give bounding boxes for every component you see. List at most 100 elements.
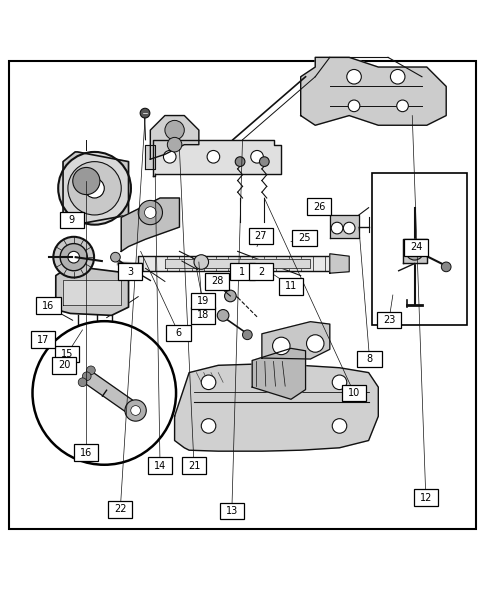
- Text: 21: 21: [187, 461, 200, 471]
- Circle shape: [110, 253, 120, 262]
- Circle shape: [332, 375, 346, 389]
- Polygon shape: [63, 280, 121, 304]
- FancyBboxPatch shape: [205, 273, 229, 290]
- Polygon shape: [121, 198, 179, 251]
- Polygon shape: [252, 348, 305, 399]
- Circle shape: [165, 120, 184, 140]
- Polygon shape: [300, 57, 445, 125]
- Circle shape: [131, 406, 140, 415]
- Circle shape: [348, 100, 359, 112]
- FancyBboxPatch shape: [230, 264, 254, 280]
- Circle shape: [60, 244, 87, 271]
- Text: 22: 22: [114, 504, 126, 514]
- FancyBboxPatch shape: [74, 444, 98, 461]
- Text: 18: 18: [196, 310, 209, 320]
- Circle shape: [331, 222, 342, 234]
- Text: 3: 3: [127, 267, 133, 277]
- Text: 14: 14: [153, 461, 166, 471]
- Text: 25: 25: [298, 233, 310, 242]
- Circle shape: [167, 137, 182, 152]
- Text: 16: 16: [80, 448, 92, 458]
- FancyBboxPatch shape: [190, 307, 214, 323]
- FancyBboxPatch shape: [219, 503, 243, 519]
- Circle shape: [32, 321, 176, 465]
- Circle shape: [140, 109, 150, 118]
- Circle shape: [194, 255, 208, 269]
- FancyBboxPatch shape: [30, 332, 55, 348]
- FancyBboxPatch shape: [248, 228, 272, 244]
- Circle shape: [224, 290, 236, 302]
- Circle shape: [207, 150, 219, 163]
- Text: 26: 26: [312, 202, 325, 212]
- FancyBboxPatch shape: [278, 278, 302, 294]
- FancyBboxPatch shape: [372, 173, 466, 325]
- Text: 27: 27: [254, 231, 267, 241]
- FancyBboxPatch shape: [166, 324, 190, 341]
- FancyBboxPatch shape: [190, 293, 214, 309]
- Circle shape: [272, 337, 289, 355]
- Polygon shape: [138, 256, 329, 271]
- Circle shape: [125, 400, 146, 421]
- Polygon shape: [145, 145, 155, 169]
- Circle shape: [346, 70, 361, 84]
- Circle shape: [242, 330, 252, 340]
- Text: 16: 16: [42, 301, 55, 311]
- Polygon shape: [165, 259, 310, 268]
- Text: 8: 8: [366, 354, 372, 364]
- Circle shape: [73, 326, 82, 336]
- Polygon shape: [56, 266, 128, 316]
- Polygon shape: [152, 140, 281, 176]
- FancyBboxPatch shape: [118, 264, 142, 280]
- Text: 13: 13: [225, 506, 238, 516]
- FancyBboxPatch shape: [403, 239, 427, 255]
- Circle shape: [144, 206, 156, 218]
- Text: 28: 28: [211, 277, 223, 286]
- FancyBboxPatch shape: [341, 385, 365, 401]
- Circle shape: [405, 242, 423, 260]
- Circle shape: [390, 70, 404, 84]
- Text: 23: 23: [382, 315, 394, 325]
- Circle shape: [86, 366, 95, 375]
- FancyBboxPatch shape: [292, 230, 316, 246]
- Circle shape: [58, 152, 131, 225]
- Circle shape: [78, 378, 87, 386]
- Polygon shape: [85, 372, 136, 414]
- Circle shape: [92, 326, 102, 336]
- FancyBboxPatch shape: [52, 357, 76, 373]
- FancyBboxPatch shape: [55, 346, 79, 362]
- Circle shape: [68, 162, 121, 215]
- FancyBboxPatch shape: [182, 457, 206, 474]
- Circle shape: [82, 372, 91, 381]
- Circle shape: [332, 419, 346, 433]
- Circle shape: [201, 419, 215, 433]
- Circle shape: [138, 201, 162, 225]
- Polygon shape: [402, 239, 426, 264]
- FancyBboxPatch shape: [376, 312, 400, 329]
- Polygon shape: [150, 116, 198, 159]
- Polygon shape: [329, 215, 358, 238]
- Text: 11: 11: [284, 281, 297, 291]
- Text: 12: 12: [419, 493, 431, 503]
- Circle shape: [343, 222, 354, 234]
- Text: 9: 9: [69, 215, 75, 225]
- Circle shape: [85, 179, 104, 198]
- FancyBboxPatch shape: [413, 490, 437, 506]
- Text: 6: 6: [175, 328, 181, 338]
- Circle shape: [68, 251, 79, 263]
- Circle shape: [201, 375, 215, 389]
- Text: 15: 15: [60, 349, 73, 359]
- FancyBboxPatch shape: [357, 351, 381, 367]
- Circle shape: [53, 237, 94, 277]
- Text: 20: 20: [58, 360, 70, 371]
- Text: 10: 10: [347, 388, 360, 398]
- Polygon shape: [63, 152, 128, 225]
- Circle shape: [259, 157, 269, 166]
- Circle shape: [440, 262, 450, 272]
- Circle shape: [235, 157, 244, 166]
- Circle shape: [396, 100, 408, 112]
- FancyBboxPatch shape: [248, 264, 272, 280]
- Text: 1: 1: [239, 267, 245, 277]
- Text: 19: 19: [196, 296, 209, 306]
- Text: 24: 24: [409, 242, 422, 253]
- Polygon shape: [174, 364, 378, 451]
